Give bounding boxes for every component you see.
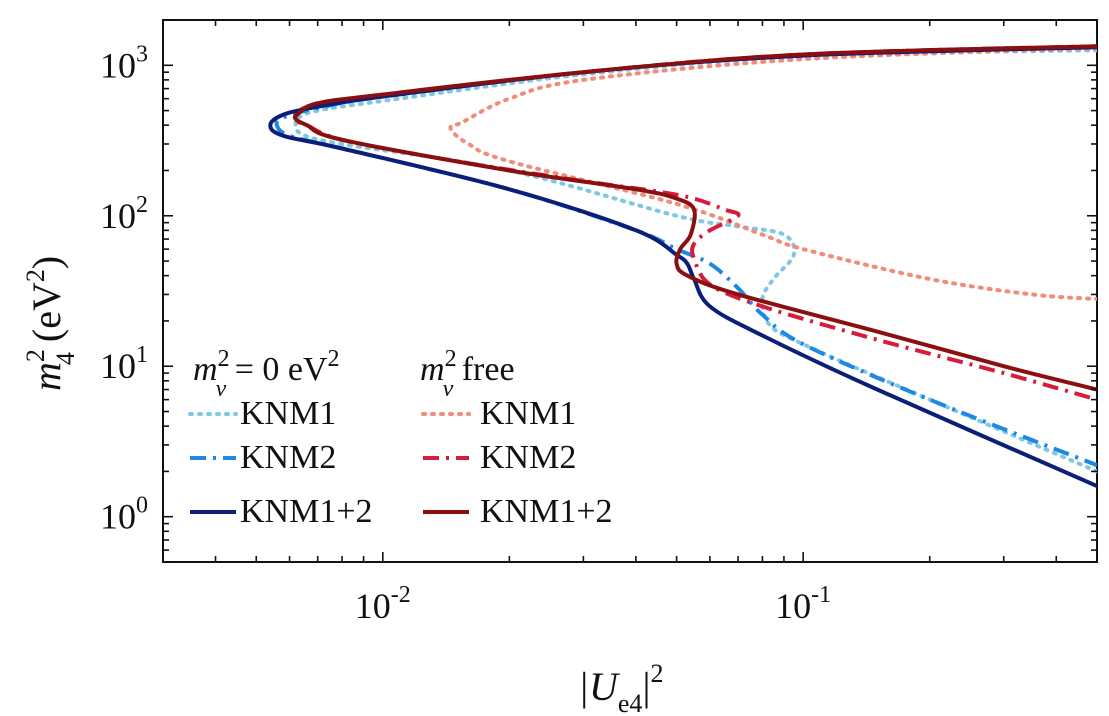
legend-label: KNM1 [480,395,576,432]
x-axis-title: |Ue4|2 [578,659,663,716]
x-axis-title-sup: 2 [650,659,663,688]
series-curve-knm2-mnu-zero [274,44,1097,468]
legend-heading-0-m: m [193,351,218,388]
y-tick-label-base: 10 [100,45,136,85]
x-tick-label-base: 10 [775,586,811,626]
plot-frame [162,19,1098,563]
legend-heading-0-sup: 2 [218,346,230,372]
y-tick-label-exp: 2 [136,192,148,218]
legend-heading-0-sub: ν [216,376,227,402]
plot-area [162,19,1098,563]
legend-entries: KNM1 KNM2 KNM1+2 KNM1 KNM2 KNM1+2 [188,395,613,530]
legend-heading-mnu-free: m2 ν free [420,346,515,402]
y-tick-label-exp: 3 [136,41,148,67]
legend-heading-mnu-zero: m2 ν = 0 eV2 [193,346,340,402]
series-curve-knm1-mnu-free [448,46,1097,301]
y-tick-label-base: 10 [100,497,136,537]
legend-label: KNM1+2 [240,493,373,530]
y-tick-label: 102 [100,192,148,236]
y-tick-label-base: 10 [100,346,136,386]
y-tick-label: 101 [100,342,148,386]
y-axis-title-sup: 2 [21,349,50,362]
x-tick-label: 10-1 [775,582,831,626]
y-tick-label-exp: 0 [136,493,148,519]
x-axis-title-base: |U [578,664,621,709]
y-axis-title-unit-close: ) [24,256,69,269]
legend-heading-1-rest: free [453,351,514,388]
legend-heading-1-sub: ν [443,376,454,402]
legend-label: KNM1 [240,395,336,432]
y-axis-title-m: m [24,362,69,391]
legend-label: KNM2 [480,439,576,476]
curves-layer [268,44,1097,488]
y-axis-title-sub: 4 [51,352,80,365]
x-axis-title-close: | [642,664,650,709]
y-axis-title-unit-sup: 2 [21,269,50,282]
series-curve-knm1-mnu-zero [293,48,1097,474]
x-tick-label-exp: -1 [811,582,831,608]
y-tick-label: 100 [100,493,148,537]
x-tick-label-exp: -2 [391,582,411,608]
x-ticks: 10-2 10-1 [162,20,1098,626]
legend-heading-0-rest-sup: 2 [328,346,340,372]
legend-heading-1-m: m [420,351,445,388]
y-tick-label: 103 [100,41,148,85]
legend-label: KNM1+2 [480,493,613,530]
y-axis-title: m24 (eV2) [21,256,80,391]
legend: m2 ν = 0 eV2 m2 ν free KNM1KNM2KNM1+2KNM1K… [188,346,613,530]
x-tick-label-base: 10 [355,586,391,626]
y-axis-title-unit-open: (eV [24,282,69,352]
series-curve-knm1plus2-mnu-free [292,44,1097,392]
x-tick-label: 10-2 [355,582,411,626]
legend-label: KNM2 [240,439,336,476]
legend-heading-0-rest: = 0 eV [226,351,328,388]
y-tick-label-exp: 1 [136,342,148,368]
x-axis-title-sub: e4 [618,689,643,716]
y-tick-label-base: 10 [100,196,136,236]
legend-heading-1-sup: 2 [445,346,457,372]
